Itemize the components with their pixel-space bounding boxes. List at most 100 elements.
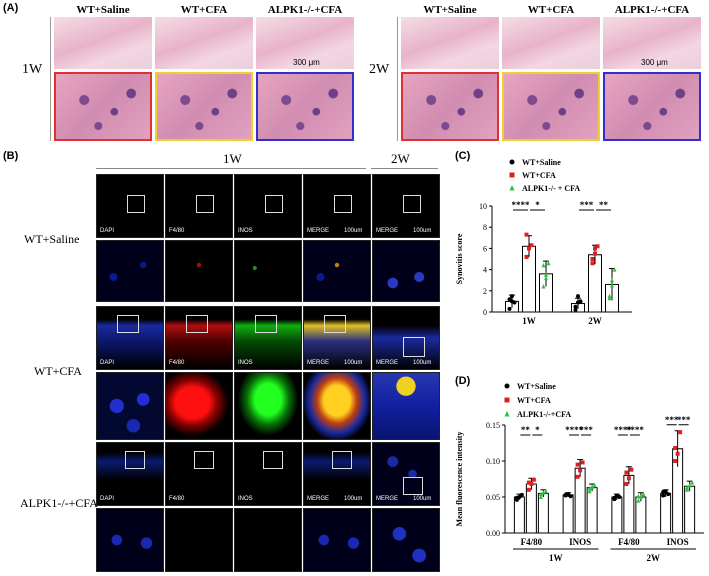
data-point [641,491,646,497]
he-zoom-alpk1-cfa-2w [603,72,701,141]
bar [513,496,525,534]
if-zoom-inos-wt-saline [234,240,302,302]
x-group-label: 2W [647,553,661,563]
y-tick-label: 0.00 [486,529,500,538]
if-zoom-dapi-wt-cfa [96,372,164,440]
data-point [573,307,578,312]
significance-label: **** [614,425,633,435]
if-inos-wt-saline: INOS [234,174,302,238]
x-category-label: 2W [588,316,602,326]
data-point [527,246,531,251]
panel-b-row-label: ALPK1-/-+CFA [20,496,98,510]
data-point [629,467,634,472]
if-dapi-alpk1-cfa: DAPI [96,442,164,506]
legend-label: ALPK1-/-+CFA [517,410,571,419]
data-point [687,482,692,488]
legend-marker [504,411,510,417]
if-f480-wt-saline: F4/80 [165,174,233,238]
if-zoom-f480-wt-saline [165,240,233,302]
data-point [538,494,543,499]
data-point [685,485,690,490]
data-point [617,495,622,499]
data-point [610,277,614,283]
data-point [678,430,683,435]
data-point [541,490,546,495]
panel-a-left-col-header: ALPK1-/-+CFA [267,4,343,16]
if-dapi-wt-cfa: DAPI [96,306,164,370]
data-point [519,492,524,497]
he-zoom-wt-saline-1w [54,72,152,141]
y-axis-label: Synovitis score [455,233,464,284]
data-point [673,459,678,463]
x-category-label: 1W [522,316,536,326]
synovitis-score-chart: WT+Saline WT+CFA ALPK1-/- + CFA 0 2 4 6 8 10 Syno… [455,158,632,326]
data-point [575,462,580,467]
y-tick-label: 2 [483,287,487,296]
data-point [538,491,543,497]
data-point [514,495,519,500]
significance-label: *** [677,415,691,425]
if-zoom-f480-wt-cfa [165,372,233,440]
data-point [587,488,592,494]
panel-b-header-2w: 2W [391,151,410,166]
significance-label: **** [626,425,645,435]
legend-marker [509,159,515,165]
bar [660,492,672,534]
data-point [529,482,534,487]
legend-marker [504,383,510,389]
data-point [526,487,531,492]
legend-label: WT+Saline [517,382,556,391]
data-point [526,480,531,485]
data-point [636,493,641,499]
significance-label: ** [599,200,609,210]
he-overview-wt-saline-1w [54,17,152,69]
data-point [592,482,597,488]
if-zoom-f480-alpk1-cfa [165,508,233,572]
if-merge-wt-saline: MERGE 100um [303,174,371,238]
if-merge-alpk1-cfa: MERGE 100um [303,442,371,506]
data-point [575,474,580,479]
bar [586,487,598,534]
data-point [512,300,517,305]
panel-d-label: (D) [455,375,471,387]
data-point [666,492,671,497]
data-point [543,488,548,494]
panel-b-1w-rule [96,168,366,169]
data-point [544,272,548,277]
bar [611,496,623,534]
data-point [524,232,529,237]
legend-marker [509,172,515,178]
x-group-label: 1W [549,553,563,563]
panel-a-left-bracket [50,17,51,141]
data-point [636,498,641,503]
legend-marker [509,185,515,191]
data-point [675,451,680,456]
data-point [510,294,514,299]
y-tick-label: 10 [479,202,487,211]
data-point [541,262,546,268]
legend-label: WT+CFA [522,171,556,180]
panel-a-left-col-header: WT+Saline [76,4,130,16]
y-axis-label: Mean fluorescence intensity [455,432,464,527]
if-f480-alpk1-cfa: F4/80 [165,442,233,506]
data-point [612,495,617,500]
panel-a-right-col-header: ALPK1-/-+CFA [614,4,690,16]
he-overview-wt-cfa-2w [502,17,600,69]
he-overview-wt-saline-2w [401,17,499,69]
significance-label: *** [665,415,679,425]
panel-a-timepoint-1w: 1W [22,62,43,77]
data-point [531,477,536,482]
if-zoom-merge-2w-wt-cfa [372,372,440,440]
panel-a-label: (A) [3,2,19,14]
data-point [546,260,551,266]
data-point [593,251,597,256]
panel-b-row-label: WT+CFA [34,364,82,378]
data-point [626,476,631,481]
data-point [661,493,666,498]
data-point [590,261,595,266]
data-point [573,304,578,309]
he-overview-alpk1-cfa-2w [603,17,701,69]
panel-a-right-bracket [397,17,398,141]
if-inos-wt-cfa: INOS [234,306,302,370]
if-zoom-inos-alpk1-cfa [234,508,302,572]
